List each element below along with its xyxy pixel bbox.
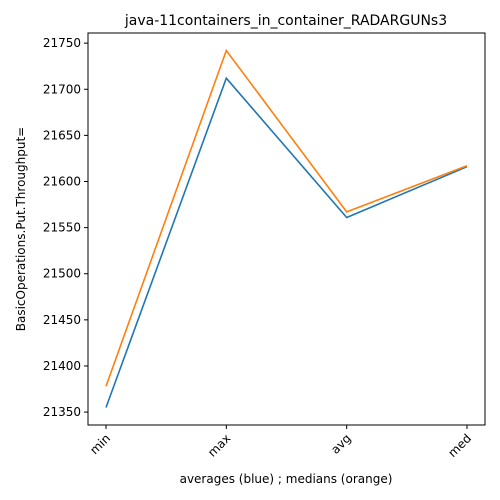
x-axis-label: averages (blue) ; medians (orange) [180, 472, 393, 486]
y-tick-label: 21650 [43, 128, 81, 142]
y-tick-label: 21500 [43, 267, 81, 281]
y-axis-label: BasicOperations.Put.Throughput= [14, 127, 28, 331]
y-tick-label: 21600 [43, 174, 81, 188]
y-tick-label: 21700 [43, 82, 81, 96]
series-line-averages [105, 76, 468, 408]
x-tick-label: max [205, 431, 233, 459]
y-tick-label: 21350 [43, 405, 81, 419]
x-tick-label: avg [328, 431, 354, 457]
y-tick-label: 21750 [43, 36, 81, 50]
y-axis: 21350 21400 21450 21500 21550 21600 21650 21700… [43, 36, 88, 419]
y-tick-label: 21400 [43, 359, 81, 373]
y-tick-label: 21550 [43, 221, 81, 235]
plot-area-frame [87, 32, 486, 426]
x-tick-label: med [445, 431, 474, 460]
series-layer [105, 48, 468, 408]
series-line-medians [105, 48, 468, 387]
y-tick-label: 21450 [43, 313, 81, 327]
x-tick-label: min [87, 431, 113, 457]
x-axis: min max avg med [87, 425, 474, 460]
chart-title: java-11containers_in_container_RADARGUNs… [124, 13, 447, 29]
